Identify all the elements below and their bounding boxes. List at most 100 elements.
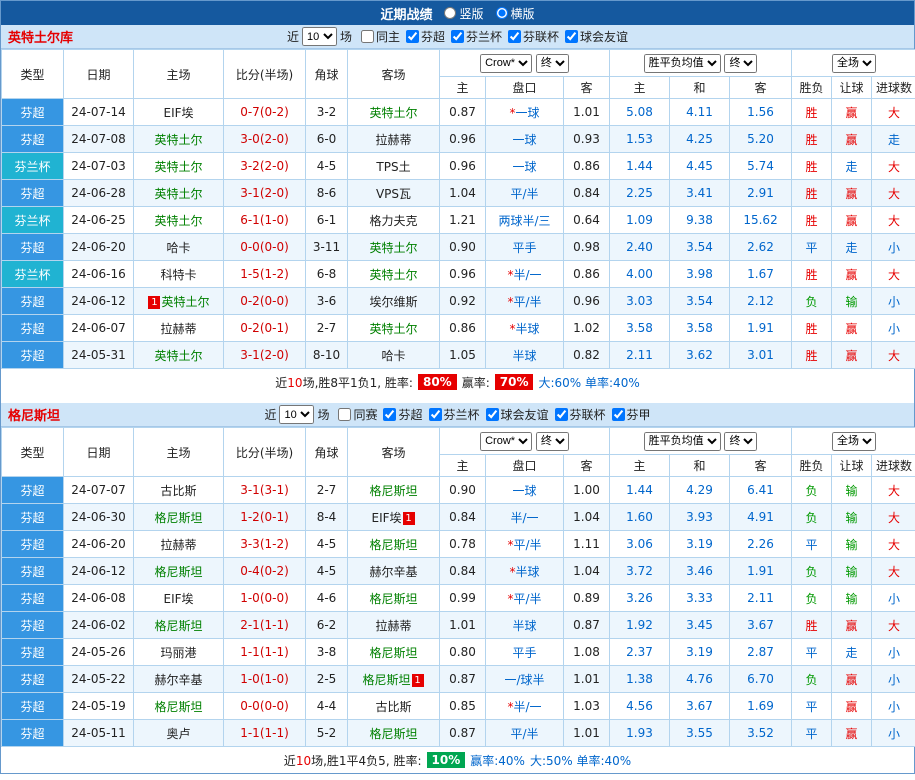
- home-team-name[interactable]: 哈卡: [166, 240, 191, 255]
- away-team-name[interactable]: 格尼斯坦: [369, 591, 418, 606]
- filter-checkbox[interactable]: 同赛: [338, 406, 377, 423]
- league-type-badge[interactable]: 芬兰杯: [1, 260, 64, 288]
- filter-checkbox-input[interactable]: [338, 407, 352, 421]
- home-team-cell[interactable]: 英特土尔: [133, 179, 224, 207]
- team-name[interactable]: 英特土尔库: [8, 31, 74, 46]
- away-team-cell[interactable]: 哈卡: [347, 341, 440, 369]
- home-team-cell[interactable]: 英特土尔: [133, 341, 224, 369]
- home-team-name[interactable]: EIF埃: [163, 105, 194, 120]
- filter-checkbox[interactable]: 芬兰杯: [451, 28, 502, 45]
- home-team-cell[interactable]: 古比斯: [133, 476, 224, 504]
- home-team-cell[interactable]: 英特土尔: [133, 206, 224, 234]
- horizontal-radio[interactable]: [495, 7, 508, 19]
- home-team-name[interactable]: 格尼斯坦: [154, 510, 203, 525]
- home-team-cell[interactable]: 哈卡: [133, 233, 224, 261]
- away-team-cell[interactable]: 拉赫蒂: [347, 125, 440, 153]
- home-team-name[interactable]: 奥卢: [166, 726, 191, 741]
- avg-time-select[interactable]: 终: [724, 431, 758, 451]
- home-team-cell[interactable]: 赫尔辛基: [133, 665, 224, 693]
- home-team-name[interactable]: 英特土尔: [154, 159, 203, 174]
- filter-checkbox[interactable]: 芬甲: [611, 406, 651, 423]
- away-team-name[interactable]: 哈卡: [381, 348, 406, 363]
- league-type-badge[interactable]: 芬超: [1, 665, 64, 693]
- league-type-badge[interactable]: 芬超: [1, 503, 64, 531]
- filter-checkbox[interactable]: 芬超: [405, 28, 445, 45]
- home-team-cell[interactable]: 格尼斯坦: [133, 611, 224, 639]
- away-team-cell[interactable]: 英特土尔: [347, 260, 440, 288]
- home-team-name[interactable]: 赫尔辛基: [154, 672, 203, 687]
- away-team-name[interactable]: 埃尔维斯: [369, 294, 418, 309]
- league-type-badge[interactable]: 芬超: [1, 584, 64, 612]
- league-type-badge[interactable]: 芬超: [1, 476, 64, 504]
- away-team-name[interactable]: EIF埃: [371, 510, 402, 525]
- filter-checkbox[interactable]: 芬兰杯: [428, 406, 480, 423]
- home-team-cell[interactable]: 拉赫蒂: [133, 530, 224, 558]
- league-type-badge[interactable]: 芬超: [1, 98, 64, 126]
- home-team-cell[interactable]: 英特土尔: [133, 125, 224, 153]
- home-team-cell[interactable]: 拉赫蒂: [133, 314, 224, 342]
- league-type-badge[interactable]: 芬兰杯: [1, 152, 64, 180]
- home-team-name[interactable]: 拉赫蒂: [160, 537, 197, 552]
- scope-select[interactable]: 全场: [832, 53, 877, 73]
- odds-time-select[interactable]: 终: [535, 431, 569, 451]
- league-type-badge[interactable]: 芬超: [1, 530, 64, 558]
- home-team-name[interactable]: EIF埃: [163, 591, 194, 606]
- avg-time-select[interactable]: 终: [724, 53, 758, 73]
- away-team-cell[interactable]: 拉赫蒂: [347, 611, 440, 639]
- away-team-cell[interactable]: 古比斯: [347, 692, 440, 720]
- league-type-badge[interactable]: 芬超: [1, 692, 64, 720]
- home-team-cell[interactable]: 奥卢: [133, 719, 224, 747]
- away-team-name[interactable]: 格尼斯坦: [369, 483, 418, 498]
- home-team-name[interactable]: 拉赫蒂: [160, 321, 197, 336]
- filter-checkbox-input[interactable]: [565, 29, 579, 43]
- away-team-cell[interactable]: EIF埃 1: [347, 503, 440, 531]
- away-team-name[interactable]: 格尼斯坦: [362, 672, 411, 687]
- away-team-name[interactable]: 格尼斯坦: [369, 726, 418, 741]
- league-type-badge[interactable]: 芬超: [1, 611, 64, 639]
- away-team-cell[interactable]: 英特土尔: [347, 98, 440, 126]
- match-count-select[interactable]: 10: [301, 27, 337, 46]
- layout-option-horizontal[interactable]: 横版: [488, 5, 535, 22]
- filter-checkbox[interactable]: 球会友谊: [485, 406, 549, 423]
- filter-checkbox[interactable]: 同主: [360, 28, 400, 45]
- home-team-name[interactable]: 科特卡: [160, 267, 197, 282]
- league-type-badge[interactable]: 芬超: [1, 557, 64, 585]
- away-team-cell[interactable]: 格尼斯坦: [347, 719, 440, 747]
- home-team-cell[interactable]: 1 英特土尔: [133, 287, 224, 315]
- match-count-select[interactable]: 10: [279, 405, 315, 424]
- away-team-name[interactable]: 英特土尔: [369, 105, 418, 120]
- filter-checkbox-input[interactable]: [383, 407, 397, 421]
- away-team-cell[interactable]: 格尼斯坦 1: [347, 665, 440, 693]
- filter-checkbox-input[interactable]: [360, 29, 374, 43]
- away-team-cell[interactable]: 格尼斯坦: [347, 584, 440, 612]
- layout-option-vertical[interactable]: 竖版: [436, 5, 484, 22]
- filter-checkbox-input[interactable]: [485, 407, 499, 421]
- league-type-badge[interactable]: 芬超: [1, 314, 64, 342]
- home-team-name[interactable]: 格尼斯坦: [154, 699, 203, 714]
- odds-company-select[interactable]: Crow*: [480, 53, 533, 73]
- scope-select[interactable]: 全场: [832, 431, 877, 451]
- vertical-radio[interactable]: [444, 7, 457, 19]
- away-team-cell[interactable]: 英特土尔: [347, 233, 440, 261]
- home-team-cell[interactable]: 格尼斯坦: [133, 692, 224, 720]
- league-type-badge[interactable]: 芬超: [1, 125, 64, 153]
- odds-company-select[interactable]: Crow*: [480, 431, 533, 451]
- league-type-badge[interactable]: 芬超: [1, 179, 64, 207]
- away-team-name[interactable]: 英特土尔: [369, 321, 418, 336]
- filter-checkbox[interactable]: 芬联杯: [508, 28, 559, 45]
- away-team-name[interactable]: VPS瓦: [375, 186, 412, 201]
- away-team-cell[interactable]: 格尼斯坦: [347, 476, 440, 504]
- home-team-cell[interactable]: 英特土尔: [133, 152, 224, 180]
- filter-checkbox-input[interactable]: [451, 29, 464, 43]
- filter-checkbox-input[interactable]: [611, 407, 625, 421]
- home-team-name[interactable]: 格尼斯坦: [154, 564, 203, 579]
- away-team-name[interactable]: 拉赫蒂: [375, 618, 412, 633]
- filter-checkbox[interactable]: 芬超: [383, 406, 423, 423]
- away-team-cell[interactable]: VPS瓦: [347, 179, 440, 207]
- team-name[interactable]: 格尼斯坦: [8, 409, 61, 424]
- league-type-badge[interactable]: 芬兰杯: [1, 206, 64, 234]
- away-team-name[interactable]: 拉赫蒂: [375, 132, 412, 147]
- away-team-cell[interactable]: 埃尔维斯: [347, 287, 440, 315]
- home-team-name[interactable]: 玛丽港: [160, 645, 197, 660]
- away-team-cell[interactable]: TPS土: [347, 152, 440, 180]
